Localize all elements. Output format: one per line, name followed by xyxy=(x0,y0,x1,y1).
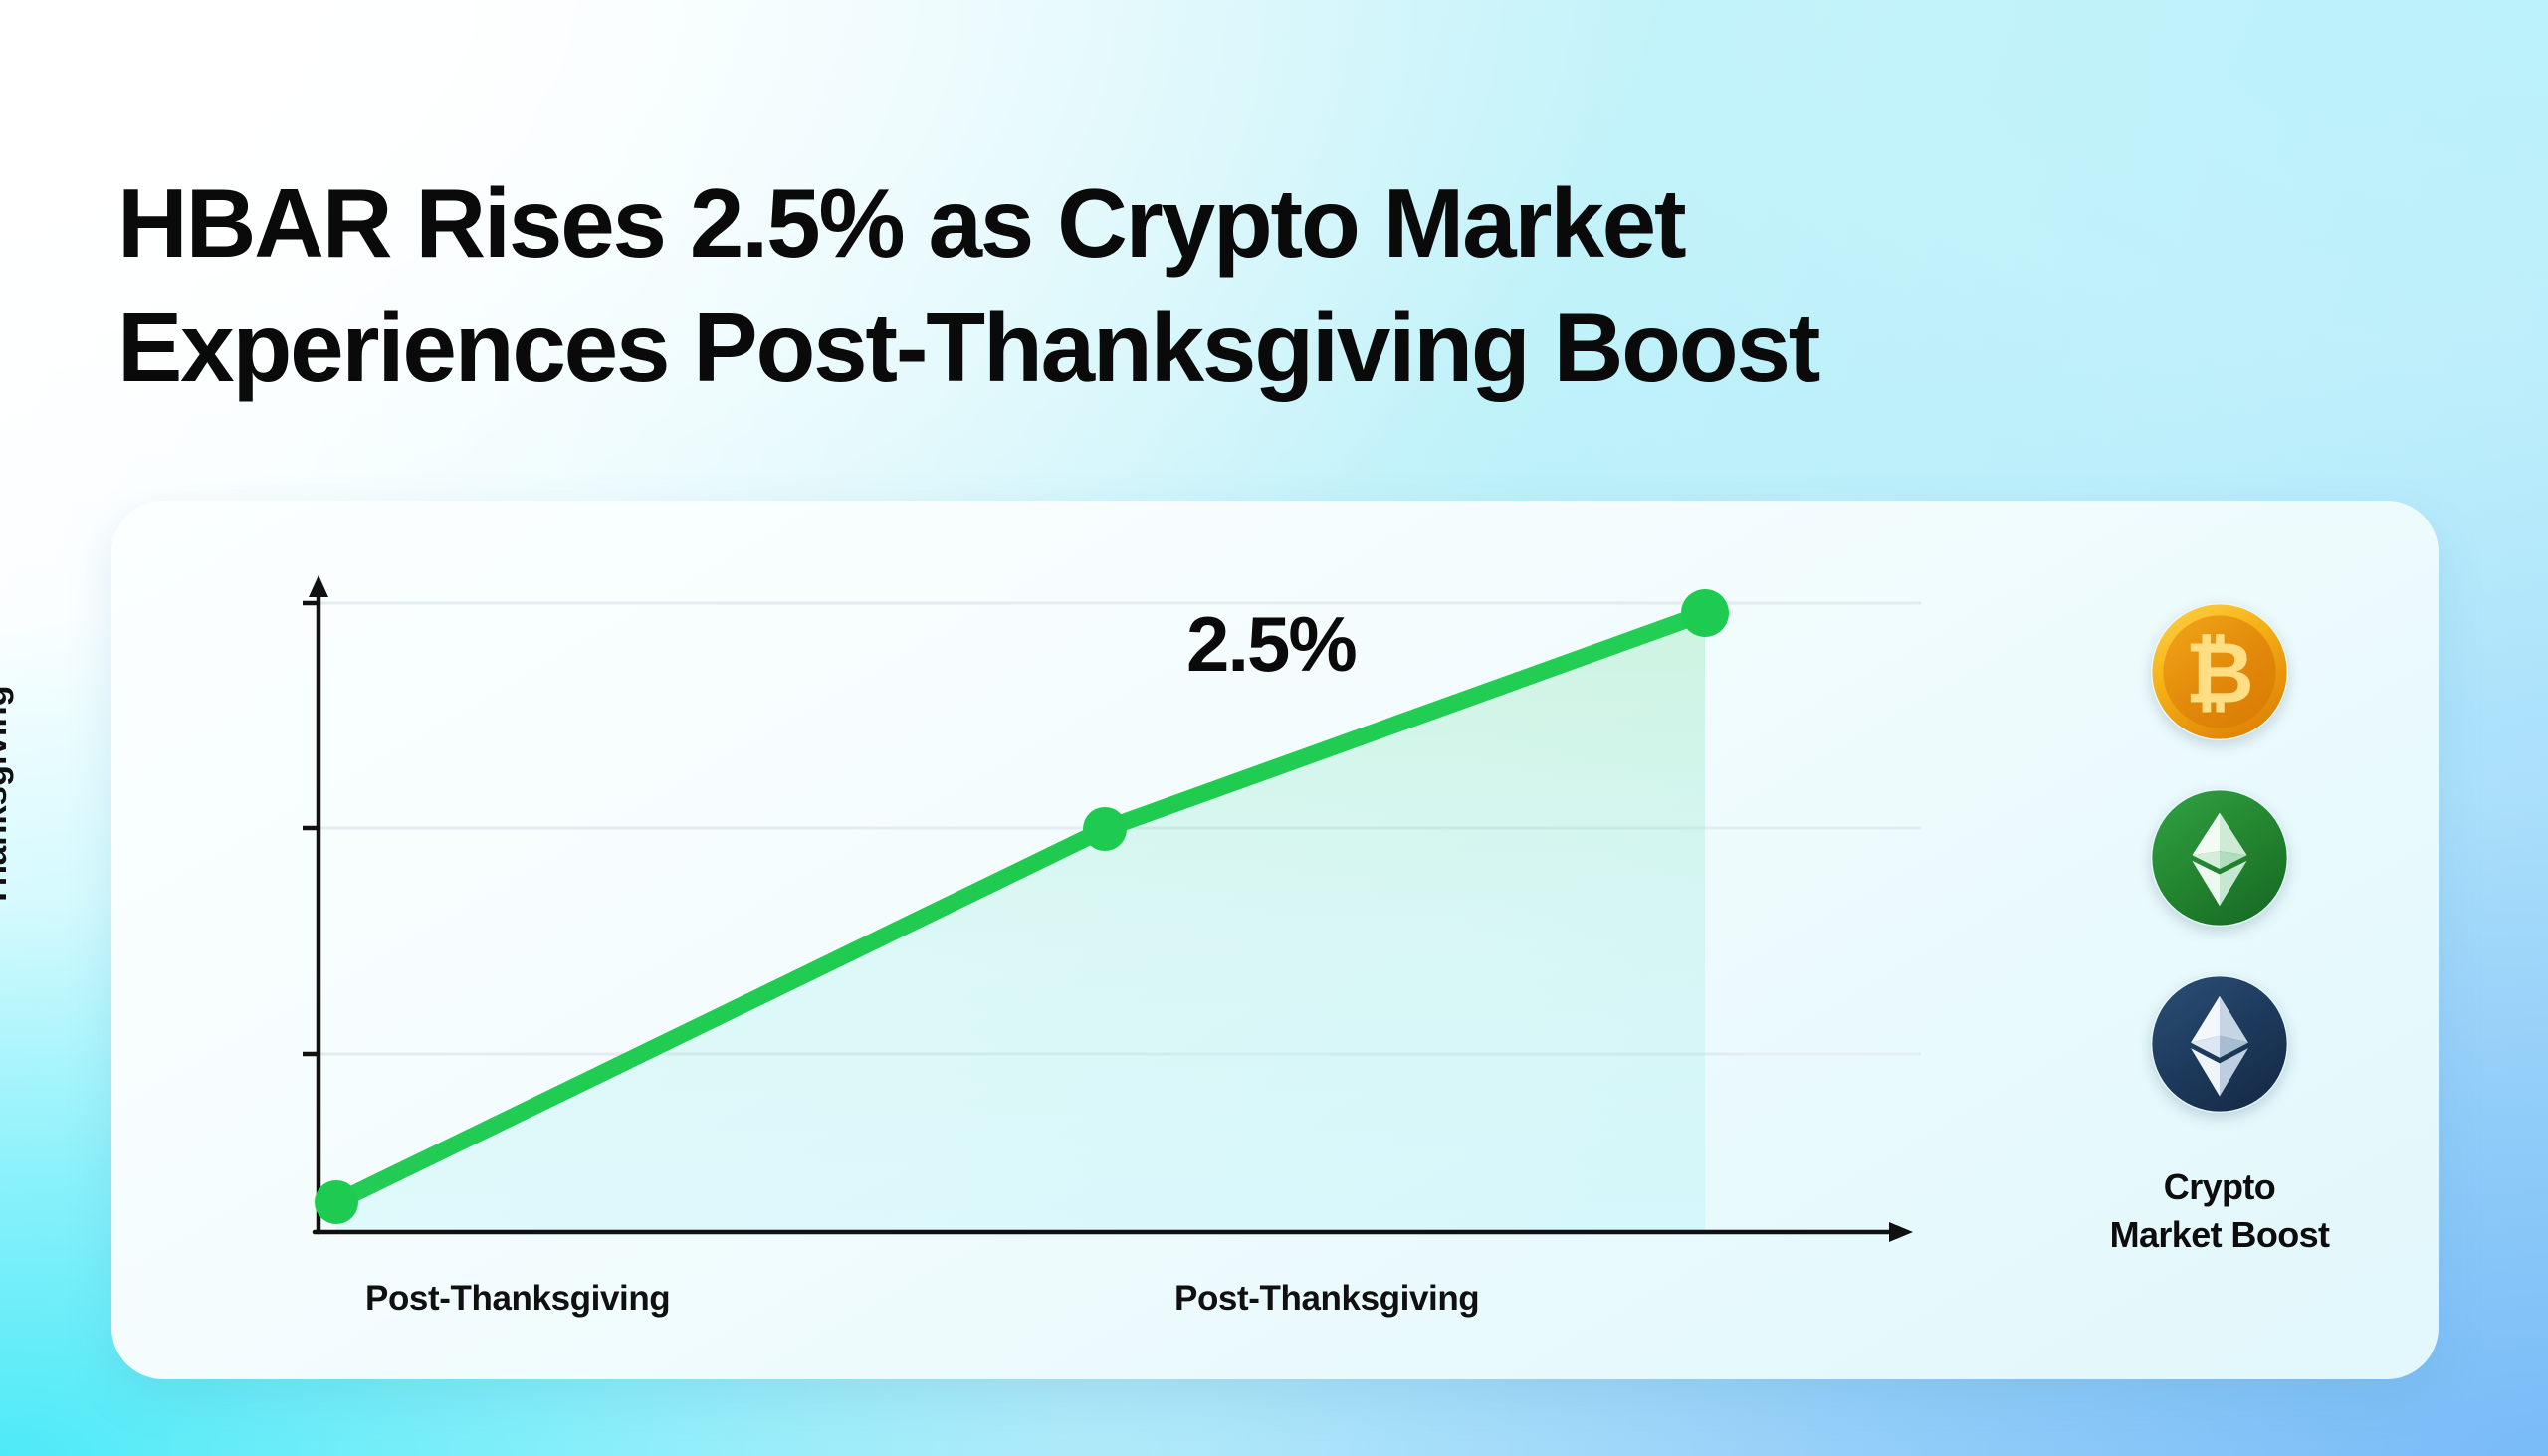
line-chart-plot xyxy=(289,559,1961,1266)
svg-text:₿: ₿ xyxy=(2185,626,2254,721)
page-title-line-2: Experiences Post-Thanksgiving Boost xyxy=(117,293,1820,403)
ethereum-navy-coin-icon xyxy=(2151,975,2288,1113)
y-axis-title: Thanksgiving xyxy=(0,685,14,908)
legend-caption-line-2: Market Boost xyxy=(2109,1213,2330,1255)
legend-coin-stack: ₿ xyxy=(2090,603,2349,1259)
x-axis xyxy=(312,1222,1913,1242)
x-axis-label-left: Post-Thanksgiving xyxy=(365,1279,671,1318)
ethereum-green-coin-icon xyxy=(2151,789,2288,927)
bitcoin-coin-icon: ₿ xyxy=(2151,603,2288,740)
chart-data-point[interactable] xyxy=(1681,589,1729,637)
page-title: HBAR Rises 2.5% as Crypto Market Experie… xyxy=(117,161,2437,411)
legend-caption-line-1: Crypto xyxy=(2163,1166,2276,1207)
chart-area-fill xyxy=(336,613,1705,1232)
legend-caption: Crypto Market Boost xyxy=(2110,1163,2330,1259)
chart-data-point[interactable] xyxy=(315,1180,358,1224)
chart-svg xyxy=(303,575,1921,1242)
page-title-line-1: HBAR Rises 2.5% as Crypto Market xyxy=(117,167,1687,278)
y-axis xyxy=(303,575,328,1235)
value-annotation: 2.5% xyxy=(1186,600,1358,688)
chart-data-points xyxy=(315,589,1729,1224)
x-axis-label-right: Post-Thanksgiving xyxy=(1174,1279,1480,1318)
chart-data-point[interactable] xyxy=(1083,807,1127,851)
